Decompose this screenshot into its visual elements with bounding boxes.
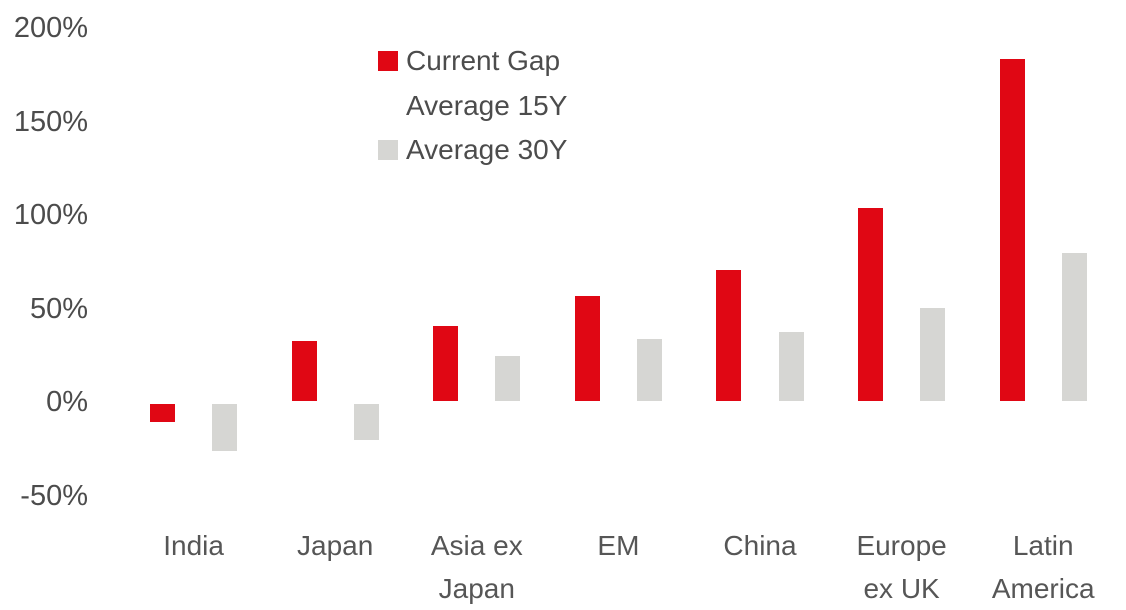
bar-current-gap-em xyxy=(574,296,600,401)
x-category-label-india: India xyxy=(163,530,224,561)
bar-current-gap-india xyxy=(150,404,175,422)
bar-current-gap-europe-ex-uk xyxy=(858,208,883,401)
bar-current-gap-latin-america xyxy=(999,58,1025,401)
bar-current-gap-japan xyxy=(291,341,317,401)
y-tick-label-100: 100% xyxy=(13,199,88,231)
legend-swatch-average-30y xyxy=(378,140,398,161)
legend: Current Gap Average 15Y Average 30Y xyxy=(378,39,567,173)
legend-label-current-gap: Current Gap xyxy=(406,45,561,77)
bar-average-30y-em xyxy=(637,339,662,401)
x-category-label-em: EM xyxy=(597,530,640,561)
y-tick-label-0: 0% xyxy=(46,386,88,418)
bar-current-gap-china xyxy=(716,270,742,401)
bar-average-30y-europe-ex-uk xyxy=(920,307,946,401)
x-category-label-latin-america: Latin America xyxy=(991,530,1095,604)
legend-item-current-gap: Current Gap xyxy=(378,39,567,84)
legend-label-average-30y: Average 30Y xyxy=(406,134,568,166)
y-tick-label-50: -50% xyxy=(20,479,88,512)
bar-average-30y-latin-america xyxy=(1061,253,1087,401)
x-category-label-asia-ex-japan: Asia ex Japan xyxy=(430,530,523,604)
legend-swatch-current-gap xyxy=(378,51,398,72)
bar-average-30y-japan xyxy=(353,404,379,441)
bar-average-30y-china xyxy=(778,331,804,401)
y-tick-label-200: 200% xyxy=(13,12,88,44)
bar-current-gap-asia-ex-japan xyxy=(433,326,459,401)
bar-average-30y-asia-ex-japan xyxy=(495,356,521,401)
x-category-label-japan: Japan xyxy=(297,530,374,561)
y-tick-label-50: 50% xyxy=(29,292,88,325)
y-tick-label-150: 150% xyxy=(13,105,88,138)
legend-swatch-average-15y xyxy=(378,95,398,116)
legend-label-average-15y: Average 15Y xyxy=(406,89,568,121)
x-category-label-europe-ex-uk: Europe ex UK xyxy=(856,530,947,604)
legend-item-average-15y: Average 15Y xyxy=(378,84,567,129)
bar-average-30y-india xyxy=(212,404,238,452)
legend-item-average-30y: Average 30Y xyxy=(378,128,567,173)
x-category-label-china: China xyxy=(723,530,797,561)
